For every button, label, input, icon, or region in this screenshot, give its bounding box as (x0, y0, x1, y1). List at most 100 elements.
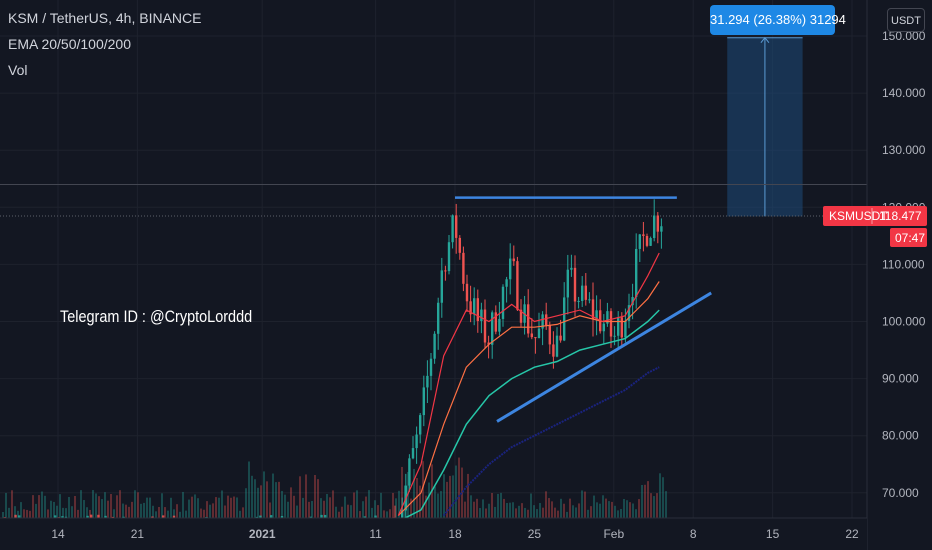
last-price-badge (823, 205, 927, 226)
candle-body (422, 387, 425, 416)
candle-body (429, 358, 433, 376)
volume-bar (392, 492, 394, 518)
volume-bar (248, 461, 250, 518)
volume-bar (590, 506, 592, 518)
volume-bar (305, 474, 307, 518)
candle-body (447, 242, 451, 272)
time-tick-label: 18 (448, 527, 462, 541)
volume-bar (41, 491, 43, 518)
volume-legend[interactable]: Vol (8, 62, 28, 78)
volume-bar (293, 495, 295, 518)
volume-bar (368, 490, 370, 518)
volume-bar (560, 498, 562, 518)
volume-bar (584, 491, 586, 518)
ema-legend[interactable]: EMA 20/50/100/200 (8, 36, 131, 52)
volume-bar (311, 501, 313, 518)
price-tick-label: 150.000 (882, 29, 926, 43)
price-axis[interactable]: 150.000140.000130.000120.000110.000100.0… (866, 0, 932, 550)
volume-bar (80, 490, 82, 518)
volume-bar (233, 496, 235, 518)
volume-bar (665, 491, 667, 518)
volume-bar (548, 498, 550, 518)
candle-body (324, 514, 327, 519)
price-tick-label: 100.000 (882, 315, 926, 329)
candle-body (545, 314, 548, 326)
price-axis-bg (867, 0, 932, 550)
volume-bar (275, 482, 277, 518)
volume-bar (458, 457, 460, 518)
candle-body (465, 283, 469, 302)
price-tick-label: 80.000 (882, 429, 919, 443)
volume-bar (554, 507, 556, 518)
volume-bar (125, 504, 127, 518)
volume-bar (347, 504, 349, 518)
volume-bar (212, 503, 214, 518)
symbol-legend[interactable]: KSM / TetherUS, 4h, BINANCE (8, 10, 202, 26)
volume-bar (602, 495, 604, 518)
candle-body (458, 237, 461, 253)
volume-bar (209, 504, 211, 518)
volume-bar (68, 496, 70, 518)
trendline-drawings[interactable] (455, 196, 712, 423)
volume-bar (362, 501, 364, 518)
volume-bar (110, 493, 112, 518)
candle-body (18, 515, 21, 520)
volume-bar (416, 478, 418, 518)
volume-bar (371, 507, 373, 518)
volume-bar (83, 500, 85, 518)
volume-bar (149, 497, 151, 518)
volume-bar (482, 499, 484, 518)
candle-body (635, 248, 638, 298)
volume-bar (461, 467, 463, 518)
candle-body (559, 335, 562, 341)
candle-body (631, 297, 634, 306)
volume-bar (395, 498, 397, 518)
volume-bar (596, 502, 598, 518)
volume-bar (95, 493, 97, 518)
volume-bar (629, 502, 631, 518)
candle-body (591, 299, 595, 320)
candle-body (519, 309, 523, 323)
volume-bar (524, 507, 526, 518)
volume-bar (365, 496, 367, 518)
time-tick-label: 15 (766, 527, 780, 541)
currency-label[interactable]: USDT (887, 8, 925, 32)
measure-box[interactable] (727, 36, 803, 217)
volume-bar (527, 509, 529, 518)
candle-body (642, 234, 645, 236)
volume-bar (638, 499, 640, 518)
candle-body (534, 337, 537, 339)
candle-body (14, 514, 17, 519)
candle-body (541, 314, 544, 329)
volume-bar (32, 495, 34, 518)
volume-bar (464, 501, 466, 518)
volume-bar (428, 482, 430, 518)
support-trendline (496, 291, 712, 423)
candle-body (469, 301, 472, 315)
volume-bar (341, 506, 343, 518)
volume-bar (2, 511, 4, 518)
candle-body (320, 514, 323, 519)
ema20-line (397, 252, 660, 516)
time-tick-label: 11 (369, 527, 382, 541)
volume-bar (470, 495, 472, 518)
time-axis[interactable]: 14 21 2021 11 18 25 Feb 8 15 22 (0, 517, 867, 550)
candle-body (581, 285, 584, 301)
time-tick-label: 22 (845, 527, 859, 541)
volume-bar (281, 490, 283, 518)
volume-bar (62, 507, 64, 518)
volume-bar (59, 494, 61, 518)
candle-body (498, 318, 501, 332)
volume-bar (287, 501, 289, 518)
volume-bar (653, 496, 655, 518)
time-tick-label: 14 (51, 527, 65, 541)
volume-bar (518, 505, 520, 518)
volume-bar (152, 505, 154, 518)
volume-bar (302, 497, 304, 518)
volume-bar (425, 495, 427, 518)
volume-bar (23, 509, 25, 518)
volume-bar (575, 507, 577, 518)
candle-body (408, 458, 411, 486)
